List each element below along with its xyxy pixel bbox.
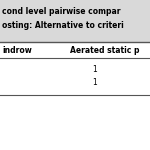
- Text: cond level pairwise compar: cond level pairwise compar: [2, 7, 120, 16]
- Text: osting: Alternative to criteri: osting: Alternative to criteri: [2, 21, 124, 30]
- Text: indrow: indrow: [2, 46, 32, 55]
- Text: Aerated static p: Aerated static p: [70, 46, 140, 55]
- Bar: [0, 0, 150, 42]
- Text: 1: 1: [93, 78, 97, 87]
- Text: 1: 1: [93, 65, 97, 74]
